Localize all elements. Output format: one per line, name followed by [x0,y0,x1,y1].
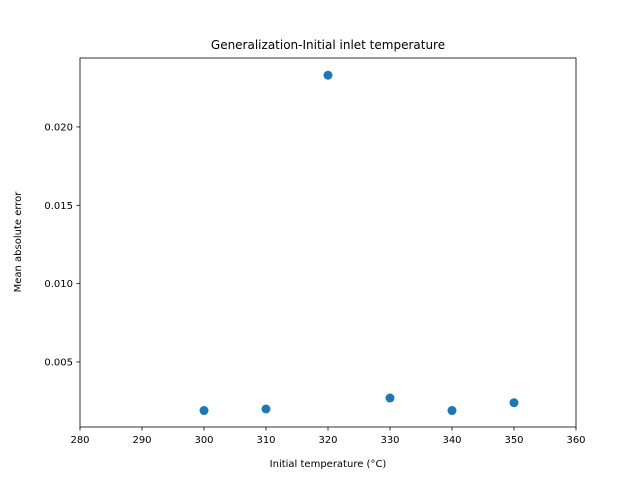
y-axis-label: Mean absolute error [13,191,24,293]
y-axis-ticks: 0.005 0.010 0.015 0.020 [44,122,80,368]
x-tick-label: 360 [566,435,585,446]
data-point [509,398,519,408]
x-tick-label: 330 [380,435,399,446]
plot-area-frame [79,57,577,428]
x-tick-label: 310 [256,435,275,446]
y-tick-label: 0.020 [44,122,73,133]
data-points [199,70,519,416]
chart-title: Generalization-Initial inlet temperature [211,38,445,52]
y-tick-label: 0.015 [44,201,73,212]
data-point [447,406,457,416]
data-point [385,393,395,403]
x-tick-label: 290 [132,435,151,446]
data-point [199,406,209,416]
x-tick-label: 340 [442,435,461,446]
x-tick-label: 320 [318,435,337,446]
x-tick-label: 350 [504,435,523,446]
y-tick-label: 0.005 [44,357,73,368]
x-axis-label: Initial temperature (°C) [270,459,387,470]
x-tick-label: 280 [70,435,89,446]
x-axis-ticks: 280 290 300 310 320 330 340 350 360 [70,427,586,446]
y-tick-label: 0.010 [44,279,73,290]
data-point [323,70,333,80]
data-point [261,404,271,414]
x-tick-label: 300 [194,435,213,446]
